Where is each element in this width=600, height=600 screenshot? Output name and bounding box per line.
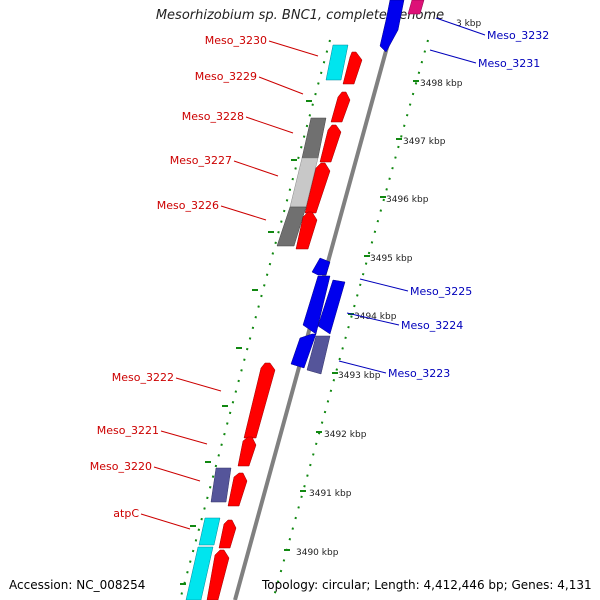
ruler-outer-right xyxy=(272,39,429,600)
label-meso-3221: Meso_3221 xyxy=(97,424,159,437)
leader-lines xyxy=(140,17,486,530)
gene-meso-3228-right[interactable] xyxy=(330,91,351,123)
tick-label-3492: 3492 kbp xyxy=(324,430,367,440)
gene-meso-3220-red[interactable] xyxy=(227,472,248,507)
tick-label-3493: 3493 kbp xyxy=(338,371,381,381)
label-meso-3222: Meso_3222 xyxy=(112,371,174,384)
left-ruler-ticks xyxy=(180,100,312,585)
gene-meso-3232[interactable] xyxy=(379,0,405,53)
gene-meso-3220[interactable] xyxy=(210,467,232,503)
gene-meso-3226[interactable] xyxy=(276,206,307,247)
reverse-labels: Meso_3232 Meso_3231 Meso_3225 Meso_3224 … xyxy=(388,29,549,380)
label-meso-3227: Meso_3227 xyxy=(170,154,232,167)
tick-label-3490: 3490 kbp xyxy=(296,548,339,558)
forward-labels: Meso_3230 Meso_3229 Meso_3228 Meso_3227 … xyxy=(90,34,267,520)
gene-meso-3223-slate[interactable] xyxy=(306,335,331,375)
gene-meso-3229[interactable] xyxy=(342,51,363,85)
tick-label-3495: 3495 kbp xyxy=(370,254,413,264)
gene-meso-3230[interactable] xyxy=(325,44,349,81)
genome-title: Mesorhizobium sp. BNC1, complete genome xyxy=(155,8,445,23)
right-ruler-ticks: 3490 kbp 3491 kbp 3492 kbp 3493 kbp 3494… xyxy=(284,19,482,558)
label-meso-3228: Meso_3228 xyxy=(182,110,244,123)
gene-red-bottom[interactable] xyxy=(206,549,230,600)
tick-label-3496: 3496 kbp xyxy=(386,195,429,205)
label-meso-3223: Meso_3223 xyxy=(388,367,450,380)
tick-label-3498: 3498 kbp xyxy=(420,79,463,89)
gene-atpC-red[interactable] xyxy=(218,519,237,549)
label-atpC: atpC xyxy=(113,507,139,520)
tick-label-top: 3 kbp xyxy=(456,19,482,29)
gene-meso-3226-red[interactable] xyxy=(295,211,318,250)
reverse-strand-genes xyxy=(290,0,425,375)
gene-meso-3227-right[interactable] xyxy=(319,124,342,163)
label-meso-3232: Meso_3232 xyxy=(487,29,549,42)
tick-label-3491: 3491 kbp xyxy=(309,489,352,499)
label-meso-3226: Meso_3226 xyxy=(157,199,219,212)
gene-meso-3221[interactable] xyxy=(237,436,257,467)
label-meso-3224: Meso_3224 xyxy=(401,319,463,332)
gene-meso-3223[interactable] xyxy=(290,333,317,369)
label-meso-3220: Meso_3220 xyxy=(90,460,152,473)
label-meso-3231: Meso_3231 xyxy=(478,57,540,70)
label-meso-3225: Meso_3225 xyxy=(410,285,472,298)
gene-meso-3227-red[interactable] xyxy=(304,162,331,214)
accession-text: Accession: NC_008254 xyxy=(9,578,146,592)
forward-strand-genes xyxy=(185,44,363,600)
gene-atpC[interactable] xyxy=(198,517,221,546)
label-meso-3230: Meso_3230 xyxy=(205,34,267,47)
tick-label-3497: 3497 kbp xyxy=(403,137,446,147)
topology-text: Topology: circular; Length: 4,412,446 bp… xyxy=(262,578,592,592)
label-meso-3229: Meso_3229 xyxy=(195,70,257,83)
gene-magenta-top[interactable] xyxy=(407,0,425,15)
gene-meso-3222[interactable] xyxy=(243,362,276,439)
gene-meso-3225[interactable] xyxy=(311,257,331,276)
tick-label-3494: 3494 kbp xyxy=(354,312,397,322)
gene-cyan-bottom[interactable] xyxy=(185,546,214,600)
gene-meso-3224-b[interactable] xyxy=(317,279,346,335)
